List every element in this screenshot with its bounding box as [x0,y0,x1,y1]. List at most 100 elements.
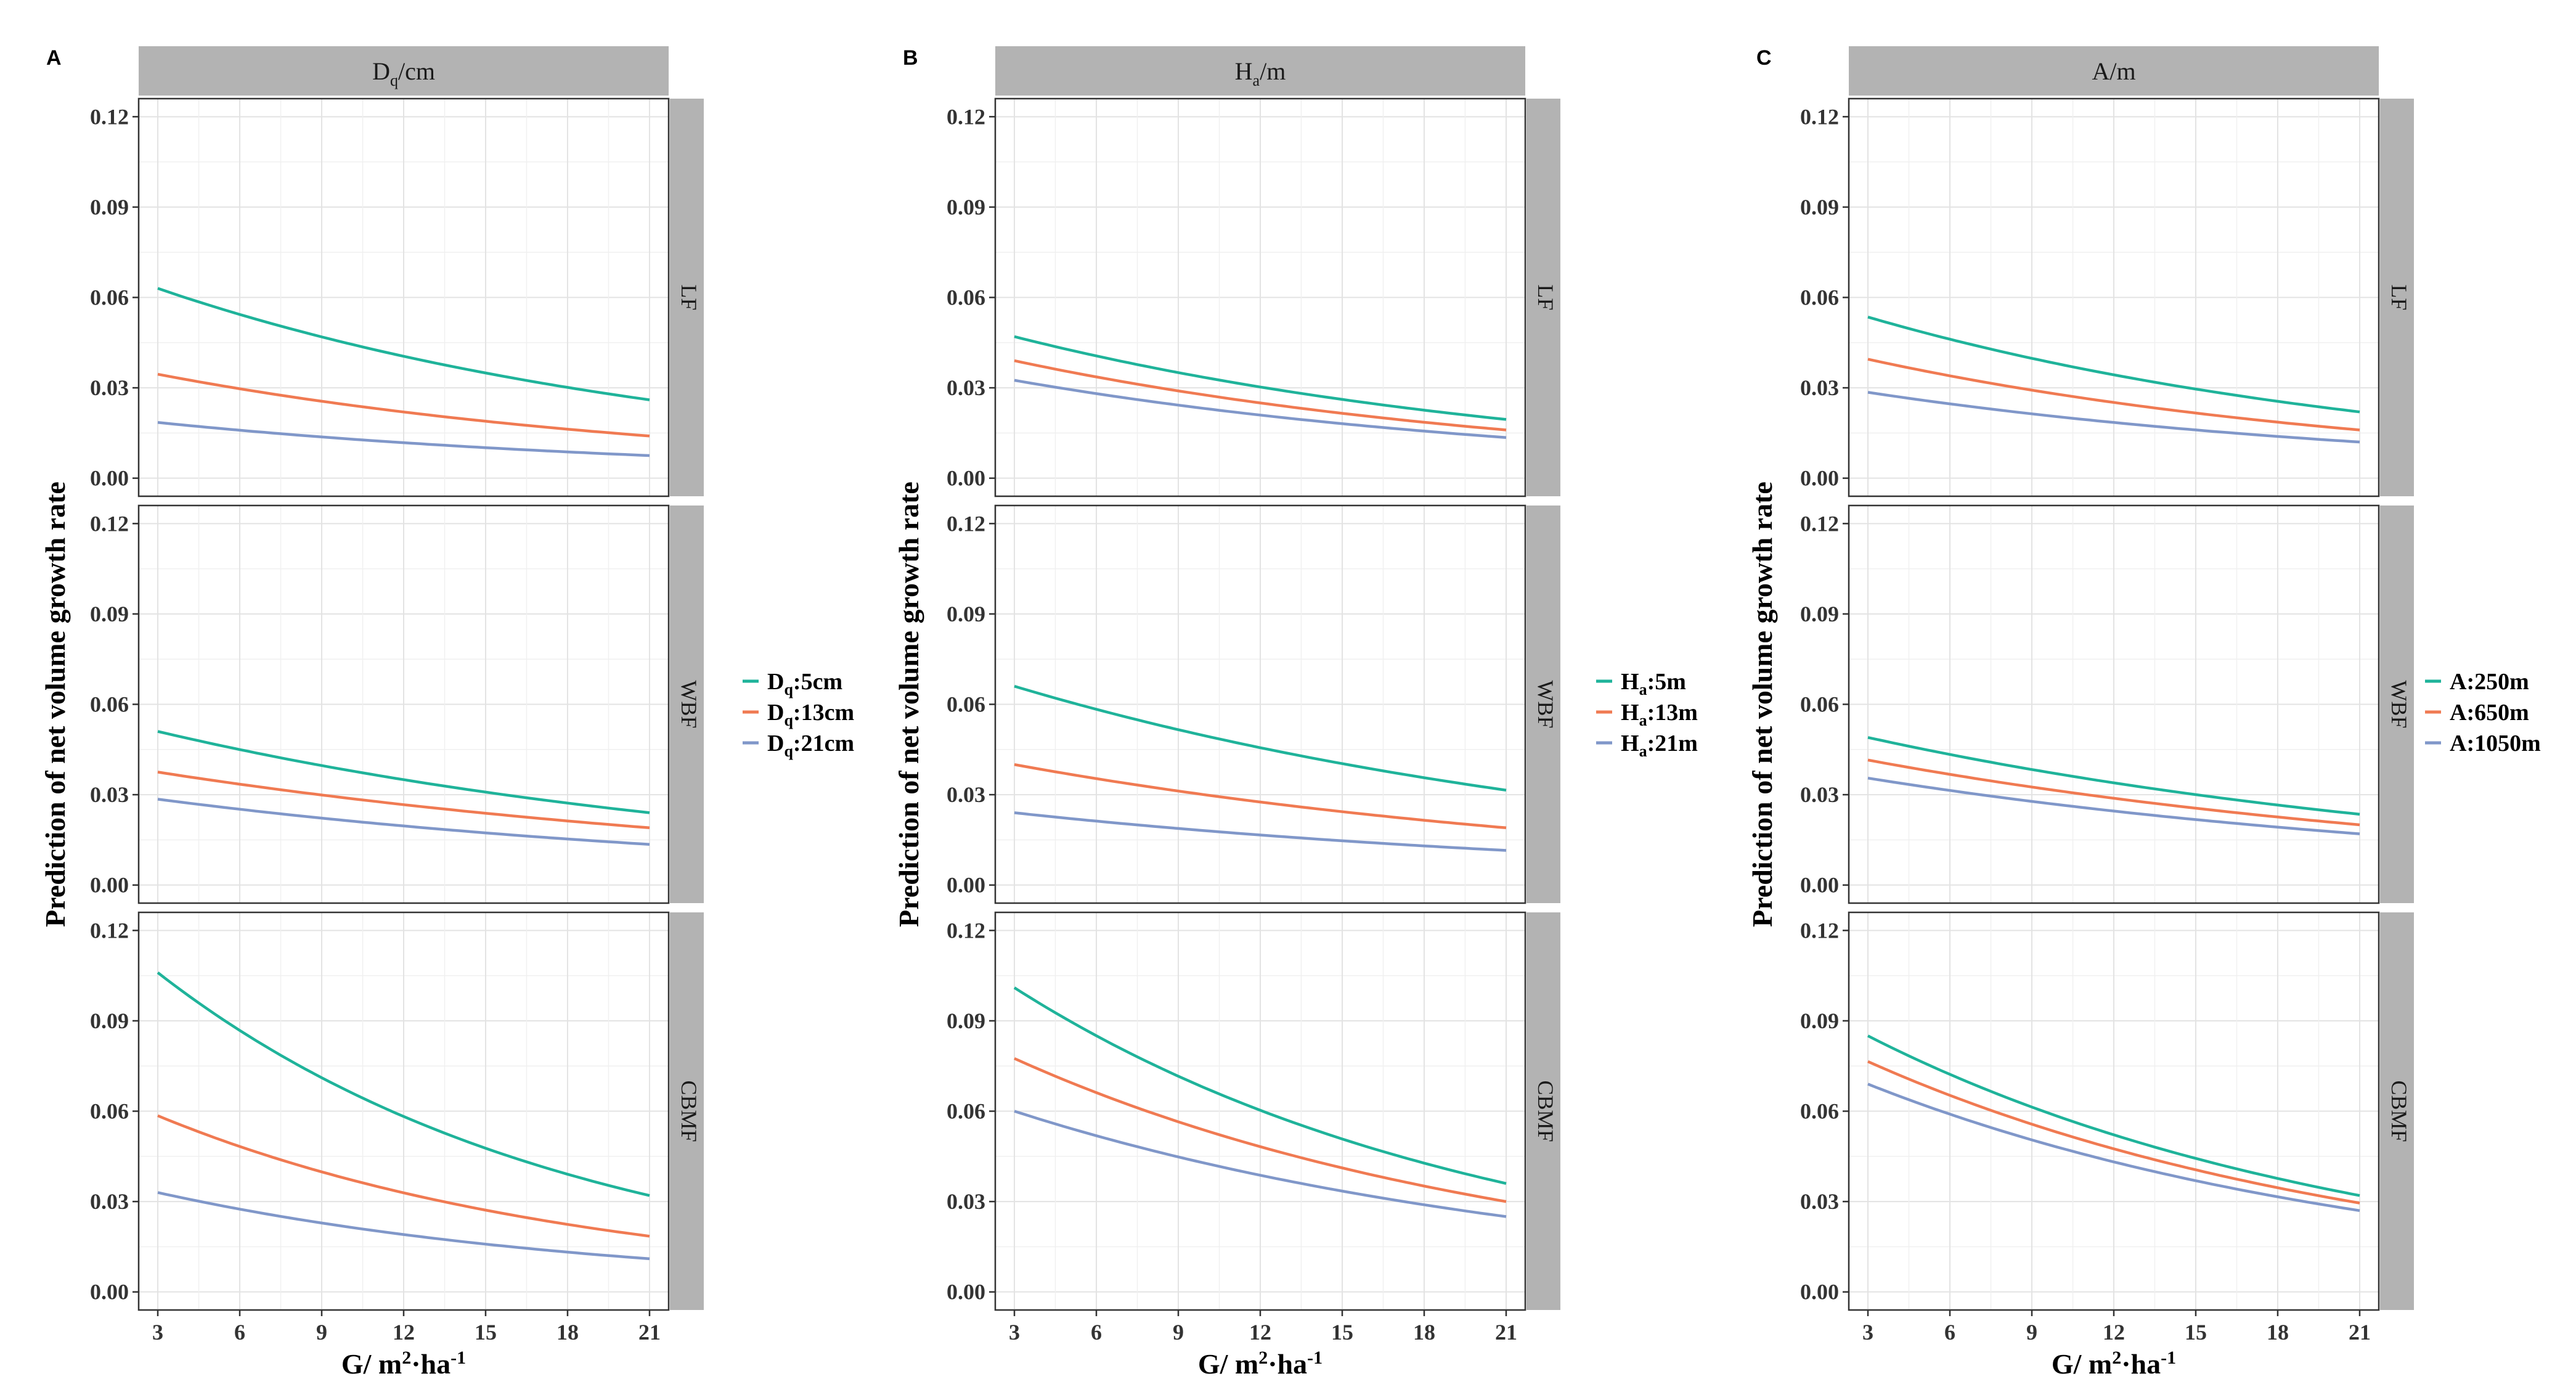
panel-letter-A: A [46,46,62,70]
series-line-dq-13cm [157,771,650,830]
series-line-a-250m [1867,316,2360,414]
y-tick-label: 0.12 [90,511,129,536]
x-tick-label: 15 [2185,1320,2207,1345]
y-tick-label: 0.00 [1800,1280,1839,1304]
y-tick-label: 0.00 [1800,873,1839,898]
x-tick-label: 21 [638,1320,661,1345]
legend-label-subscript: q [784,711,793,729]
strip-label-main: H [1235,57,1253,85]
legend-label-subscript: a [1639,711,1647,729]
legend-label-main: A:1050m [2450,731,2541,756]
row-strip [670,99,704,496]
x-tick-label: 12 [2103,1320,2125,1345]
legend-label: Ha:13m [1621,700,1698,729]
x-tick-label: 15 [1331,1320,1353,1345]
y-axis-title: Prediction of net volume growth rate [893,481,924,927]
legend-label-main: H [1621,669,1639,695]
y-tick-label: 0.12 [90,104,129,129]
x-title-text: G/ m [2052,1348,2112,1380]
y-tick-label: 0.09 [947,602,985,626]
legend-label-value: :13cm [793,700,854,726]
y-tick-label: 0.00 [90,466,129,491]
legend-label-value: :21m [1647,731,1698,756]
legend-label-value: :5cm [793,669,842,695]
series-line-ha-5m [1014,335,1507,421]
x-tick-label: 6 [1944,1320,1955,1345]
legend-label-subscript: q [784,742,793,760]
strip-label-unit: /m [1260,57,1286,85]
row-strip-label-WBF: WBF [677,680,701,728]
series-line-a-1050m [1867,391,2360,444]
x-tick-label: 9 [316,1320,327,1345]
row-strip-label-CBMF: CBMF [677,1080,701,1142]
y-tick-label: 0.09 [1800,195,1839,219]
y-tick-label: 0.09 [90,602,129,626]
y-tick-label: 0.06 [947,1099,985,1124]
row-strip-label-CBMF: CBMF [1533,1080,1558,1142]
legend-label: Dq:13cm [767,700,854,729]
legend-label-subscript: a [1639,742,1647,760]
series-line-ha-21m [1014,1110,1507,1218]
series-line-dq-21cm [157,798,650,846]
x-title-superscript: -1 [1307,1348,1323,1368]
strip-label-main: D [372,57,390,85]
series-line-dq-5cm [157,730,650,814]
y-tick-label: 0.03 [90,1189,129,1214]
series-line-dq-13cm [157,372,650,438]
y-tick-label: 0.06 [947,285,985,310]
legend-label-main: D [767,669,784,695]
series-line-dq-5cm [157,971,650,1197]
column-strip-label: A/m [2092,57,2135,85]
legend-label: Ha:21m [1621,731,1698,760]
y-tick-label: 0.03 [947,1189,985,1214]
y-tick-label: 0.09 [947,195,985,219]
strip-label-unit: /cm [398,57,435,85]
x-tick-label: 3 [1009,1320,1020,1345]
y-tick-label: 0.09 [90,195,129,219]
series-line-ha-13m [1014,1057,1507,1203]
y-tick-label: 0.12 [947,104,985,129]
y-tick-label: 0.12 [1800,918,1839,943]
row-strip-label-LF: LF [2387,284,2411,310]
x-axis-title: G/ m2·ha-1 [2052,1348,2176,1380]
x-title-text: ·ha [2121,1348,2161,1380]
legend-label: A:250m [2450,669,2529,695]
legend-label-main: A:250m [2450,669,2529,695]
row-strip-label-WBF: WBF [2387,680,2411,728]
x-axis-title: G/ m2·ha-1 [1198,1348,1323,1380]
row-strip [670,506,704,903]
strip-label-main: A/m [2092,57,2135,85]
x-tick-label: 12 [1249,1320,1271,1345]
column-strip [1849,46,2379,96]
series-line-a-650m [1867,758,2360,827]
series-line-a-1050m [1867,776,2360,835]
y-tick-label: 0.00 [90,873,129,898]
y-tick-label: 0.06 [90,285,129,310]
legend-label-main: A:650m [2450,700,2529,726]
y-tick-label: 0.12 [1800,104,1839,129]
x-tick-label: 6 [234,1320,245,1345]
x-title-superscript: 2 [1258,1348,1268,1368]
series-line-ha-5m [1014,685,1507,792]
y-tick-label: 0.12 [90,918,129,943]
series-line-dq-21cm [157,421,650,457]
x-title-text: G/ m [1198,1348,1258,1380]
row-strip [1526,506,1560,903]
x-tick-label: 3 [152,1320,163,1345]
y-tick-label: 0.03 [1800,782,1839,807]
y-tick-label: 0.06 [1800,1099,1839,1124]
x-title-superscript: -1 [450,1348,466,1368]
y-tick-label: 0.00 [947,466,985,491]
row-strip [1526,99,1560,496]
legend-label: Ha:5m [1621,669,1686,698]
y-tick-label: 0.12 [947,511,985,536]
panel-letter-C: C [1756,46,1772,70]
series-line-ha-21m [1014,811,1507,852]
y-tick-label: 0.03 [90,782,129,807]
series-line-dq-21cm [157,1191,650,1261]
legend-label: A:1050m [2450,731,2541,756]
x-tick-label: 12 [393,1320,415,1345]
y-tick-label: 0.03 [1800,1189,1839,1214]
x-tick-label: 3 [1862,1320,1873,1345]
